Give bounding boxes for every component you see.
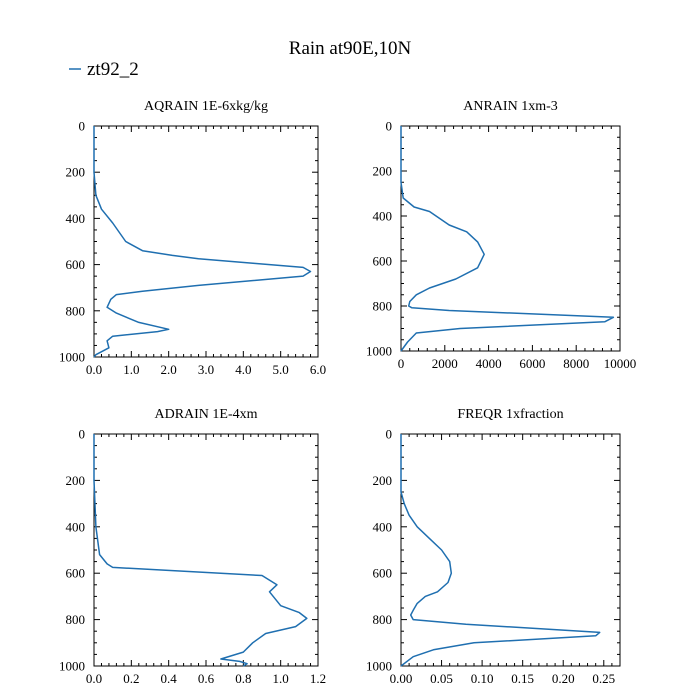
legend-label: zt92_2 xyxy=(87,59,139,80)
x-tick-label: 0.4 xyxy=(161,671,178,686)
x-tick-label: 6.0 xyxy=(310,362,326,377)
series-line xyxy=(400,434,601,667)
y-tick-label: 1000 xyxy=(59,659,85,674)
panels: AQRAIN 1E-6xkg/kg 0.0 1.0 2.0 3.0 4.0 5.0 6.0 0 2… xyxy=(59,99,636,686)
x-tick-label: 8000 xyxy=(563,356,589,371)
series-line xyxy=(93,434,308,667)
y-tick-label: 400 xyxy=(66,211,86,226)
x-tick-label: 5.0 xyxy=(273,362,289,377)
x-tick-label: 1.0 xyxy=(273,671,289,686)
y-tick-label: 0 xyxy=(79,427,86,442)
panel-title: ADRAIN 1E-4xm xyxy=(154,407,257,422)
y-tick-label: 200 xyxy=(66,473,86,488)
x-tick-label: 6000 xyxy=(519,356,545,371)
y-tick-label: 600 xyxy=(66,566,86,581)
x-tick-label: 0 xyxy=(398,356,405,371)
figure-title: Rain at90E,10N xyxy=(289,38,412,59)
y-tick-label: 600 xyxy=(373,254,393,269)
y-tick-label: 800 xyxy=(373,299,393,314)
y-tick-label: 800 xyxy=(66,303,86,318)
legend: zt92_2 xyxy=(69,59,139,80)
x-tick-label: 0.8 xyxy=(235,671,251,686)
x-tick-label: 10000 xyxy=(604,356,637,371)
x-tick-label: 2000 xyxy=(432,356,458,371)
y-tick-label: 200 xyxy=(66,165,86,180)
x-tick-label: 0.6 xyxy=(198,671,215,686)
x-tick-label: 0.0 xyxy=(86,671,102,686)
y-tick-label: 600 xyxy=(373,566,393,581)
x-tick-label: 2.0 xyxy=(161,362,177,377)
y-tick-label: 1000 xyxy=(59,350,85,365)
series-line xyxy=(400,126,615,352)
plot-frame xyxy=(93,433,319,667)
panel-3: ADRAIN 1E-4xm 0.0 0.2 0.4 0.6 0.8 1.0 1.2 0 200 40… xyxy=(59,407,326,686)
x-tick-label: 0.2 xyxy=(123,671,139,686)
panel-title: AQRAIN 1E-6xkg/kg xyxy=(144,99,268,114)
y-tick-label: 800 xyxy=(66,612,86,627)
x-tick-label: 3.0 xyxy=(198,362,214,377)
x-tick-label: 4000 xyxy=(476,356,502,371)
x-tick-label: 0.05 xyxy=(430,671,453,686)
x-tick-label: 0.10 xyxy=(471,671,494,686)
panel-4: FREQR 1xfraction 0.00 0.05 0.10 0.15 0.20 0.25… xyxy=(366,407,621,686)
y-tick-label: 600 xyxy=(66,257,86,272)
y-tick-label: 0 xyxy=(79,119,86,134)
panel-1: AQRAIN 1E-6xkg/kg 0.0 1.0 2.0 3.0 4.0 5.0 6.0 0 2… xyxy=(59,99,326,377)
y-tick-label: 400 xyxy=(66,519,86,534)
plot-frame xyxy=(93,125,319,358)
panel-title: ANRAIN 1xm-3 xyxy=(463,99,558,114)
y-tick-label: 200 xyxy=(373,473,393,488)
y-tick-label: 1000 xyxy=(366,344,392,359)
panel-title: FREQR 1xfraction xyxy=(457,407,563,422)
x-tick-label: 0.20 xyxy=(552,671,575,686)
y-tick-label: 800 xyxy=(373,612,393,627)
x-tick-label: 1.2 xyxy=(310,671,326,686)
panel-2: ANRAIN 1xm-3 0 2000 4000 6000 8000 10000 0 200 40… xyxy=(366,99,636,371)
y-tick-label: 0 xyxy=(386,119,393,134)
x-tick-label: 1.0 xyxy=(123,362,139,377)
y-tick-label: 1000 xyxy=(366,659,392,674)
y-tick-label: 200 xyxy=(373,164,393,179)
x-tick-label: 0.0 xyxy=(86,362,102,377)
x-tick-label: 0.00 xyxy=(390,671,413,686)
x-tick-label: 0.15 xyxy=(511,671,534,686)
series-line xyxy=(93,126,312,358)
x-tick-label: 0.25 xyxy=(592,671,615,686)
y-tick-label: 400 xyxy=(373,209,393,224)
y-tick-label: 400 xyxy=(373,519,393,534)
x-tick-label: 4.0 xyxy=(235,362,251,377)
y-tick-label: 0 xyxy=(386,427,393,442)
plot-frame xyxy=(400,125,621,352)
